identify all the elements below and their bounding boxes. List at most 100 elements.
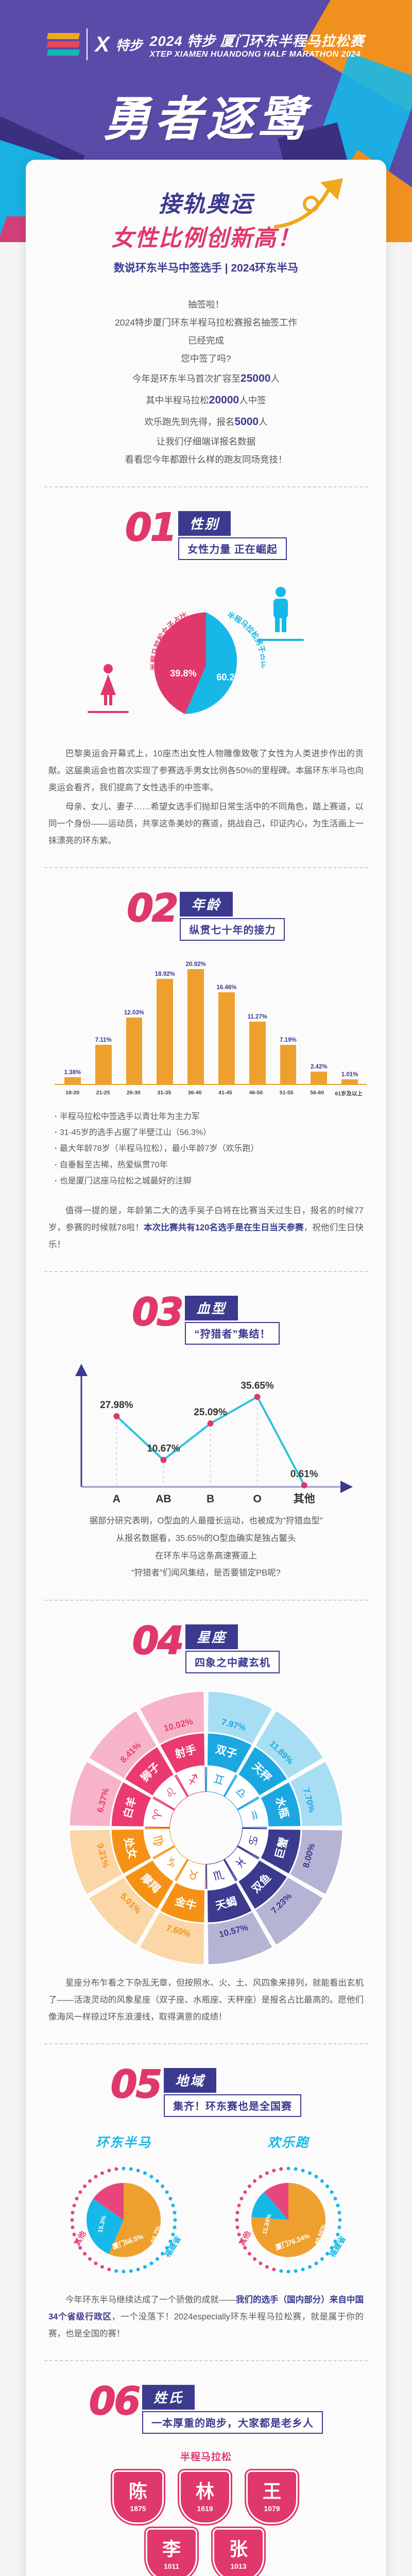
region-note-paragraph: 今年环东半马继续达成了一个骄傲的成就——我们的选手（国内部分）来自中国34个省级… — [48, 2292, 364, 2343]
region-dotted-ring-dot — [237, 2204, 241, 2208]
zodiac-center-hole — [170, 1792, 242, 1865]
region-dotted-ring-dot — [168, 2240, 173, 2244]
region-dotted-ring-dot — [82, 2184, 87, 2189]
intro-stat-line: 欢乐跑先到先得，报名5000人 — [26, 411, 386, 433]
region-dotted-ring-dot — [337, 2211, 341, 2215]
blood-text-line: “狩猎者”们闻风集结，是否要锁定PB呢? — [131, 1568, 281, 1578]
section-header-05: 05 地域 集齐！环东赛也是全国赛 — [26, 2065, 386, 2117]
region-dotted-ring-dot — [259, 2261, 263, 2265]
region-dotted-ring-dot — [279, 2269, 283, 2273]
age-axis-label: 61岁及以上 — [335, 1091, 363, 1097]
blood-data-label: 35.65% — [241, 1380, 274, 1391]
region-other-label: 其他 — [237, 2229, 253, 2247]
section-subtitle: 一本厚重的跑步，大家都是老乡人 — [142, 2411, 323, 2434]
age-bar-chart: 1.38% 7.11% 12.03% 18.92% 20.92% 16.46% 11.27%… — [41, 956, 371, 1106]
age-bar — [341, 1079, 358, 1085]
section-subtitle: 四象之中藏玄机 — [185, 1651, 280, 1674]
region-dotted-ring-dot — [165, 2246, 169, 2250]
region-dotted-ring-dot — [94, 2175, 98, 2179]
age-bar — [249, 1022, 266, 1085]
blood-data-point — [301, 1482, 307, 1488]
list-item: 最大年龄78岁（半程马拉松），最小年龄7岁（欢乐跑） — [55, 1141, 357, 1157]
blood-axis-label: O — [253, 1493, 261, 1504]
region-dotted-ring-dot — [114, 2269, 118, 2273]
region-dotted-ring-dot — [325, 2184, 330, 2189]
blood-data-point — [254, 1394, 261, 1400]
female-pct-label: 39.8% — [170, 668, 197, 679]
region-dotted-ring-dot — [143, 2171, 147, 2175]
age-bar-value: 7.19% — [280, 1037, 297, 1043]
blood-data-point — [113, 1413, 120, 1419]
list-item: 自垂髫至古稀，热爱纵贯70年 — [55, 1157, 357, 1173]
stat-number: 25000 — [241, 372, 271, 384]
region-dotted-ring-dot — [149, 2261, 153, 2265]
surname-character: 林 — [195, 2480, 214, 2502]
age-note-highlight: 本次比赛共有120名选手是在生日当天参赛 — [143, 1223, 304, 1232]
surname-badge: 王 1079 — [246, 2470, 300, 2524]
pie-slice-female — [154, 612, 206, 714]
region-dotted-ring-dot — [168, 2197, 173, 2201]
section-subtitle: 纵贯七十年的接力 — [180, 918, 285, 941]
surname-count: 1079 — [264, 2504, 280, 2513]
section-divider — [44, 867, 368, 868]
zodiac-pct-ring-segment — [87, 1875, 159, 1947]
list-item: 31-45岁的选手占据了半壁江山（56.3%） — [55, 1125, 357, 1141]
brand-logo-row: X 特步 2024 特步 厦门环东半程马拉松赛 XTEP XIAMEN HUAN… — [0, 0, 412, 60]
age-bar-value: 1.01% — [341, 1071, 358, 1078]
section-divider — [44, 2360, 368, 2362]
region-slice-other — [93, 2183, 124, 2221]
region-dotted-ring-dot — [239, 2197, 244, 2201]
stat-suffix: 人中签 — [239, 395, 266, 405]
surname-count: 1875 — [130, 2504, 146, 2513]
section-header-01: 01 性别 女性力量 正在崛起 — [26, 508, 386, 560]
xtep-brand-cn: 特步 — [115, 37, 143, 53]
age-bar — [64, 1077, 81, 1085]
region-dotted-ring-dot — [235, 2218, 239, 2222]
section-subtitle: “狩猎者”集结！ — [185, 1321, 280, 1345]
region-dotted-ring-dot — [314, 2261, 318, 2265]
region-dotted-ring-dot — [243, 2190, 247, 2194]
age-axis-label: 26-30 — [127, 1090, 141, 1096]
region-other-label: 其他 — [73, 2229, 88, 2247]
region-note-highlight: 我们的选手（国内部分）来自中国34个省级行政区 — [48, 2295, 364, 2322]
region-dotted-ring-dot — [272, 2267, 276, 2272]
intro-line: 已经完成 — [188, 335, 224, 346]
blood-text: 据部分研究表明，O型血的人最擅长运动，也被成为“狩猎血型” 从报名数据看，35.… — [26, 1513, 386, 1582]
section-divider — [44, 1600, 368, 1601]
blood-text-line: 据部分研究表明，O型血的人最擅长运动，也被成为“狩猎血型” — [89, 1516, 323, 1526]
intro-line: 抽签啦！ — [188, 299, 224, 310]
blood-type-line-svg: 27.98% 10.67% 25.09% 35.65% 0.61% A AB B O 其他 — [75, 1363, 353, 1505]
region-dotted-ring-dot — [336, 2204, 340, 2208]
surname-shield: 王 1079 — [246, 2470, 298, 2524]
region-dotted-ring-dot — [333, 2240, 337, 2244]
stat-suffix: 人 — [270, 374, 280, 384]
zodiac-pct-ring-segment — [288, 1759, 344, 1828]
region-dotted-ring-dot — [129, 2167, 133, 2171]
region-dotted-ring-dot — [129, 2269, 133, 2273]
section-header-06: 06 姓氏 一本厚重的跑步，大家都是老乡人 — [26, 2382, 386, 2434]
region-dotted-ring-dot — [75, 2197, 79, 2201]
region-dotted-ring-dot — [94, 2261, 98, 2265]
section-number: 03 — [132, 1290, 184, 1334]
event-slogan: 勇者逐鹭 — [102, 91, 309, 147]
age-bar-value: 11.27% — [247, 1014, 267, 1021]
age-bullet-list: 半程马拉松中签选手以青壮年为主力军 31-45岁的选手占据了半壁江山（56.3%… — [26, 1106, 386, 1189]
region-dotted-ring-dot — [161, 2252, 165, 2256]
region-dotted-ring-dot — [71, 2211, 75, 2215]
region-dotted-ring-dot — [247, 2252, 251, 2256]
region-dotted-ring-dot — [136, 2267, 140, 2272]
region-dotted-ring-dot — [78, 2190, 82, 2194]
stat-suffix: 人 — [259, 417, 268, 427]
female-figure-icon — [88, 663, 129, 713]
region-dotted-ring-dot — [338, 2218, 342, 2222]
age-bar-column: 11.27% — [245, 961, 270, 1085]
age-bar-column: 7.11% — [91, 961, 116, 1085]
pie-slice-male — [185, 612, 237, 714]
zodiac-pct-ring-segment — [206, 1690, 274, 1746]
section-header-04: 04 星座 四象之中藏玄机 — [26, 1621, 386, 1674]
intro-stat-line: 今年是环东半马首次扩容至25000人 — [26, 368, 386, 389]
zodiac-pct-ring-segment — [206, 1910, 274, 1966]
list-item: 也是厦门这座马拉松之城最好的注脚 — [55, 1173, 357, 1189]
region-dotted-ring-dot — [70, 2218, 74, 2222]
